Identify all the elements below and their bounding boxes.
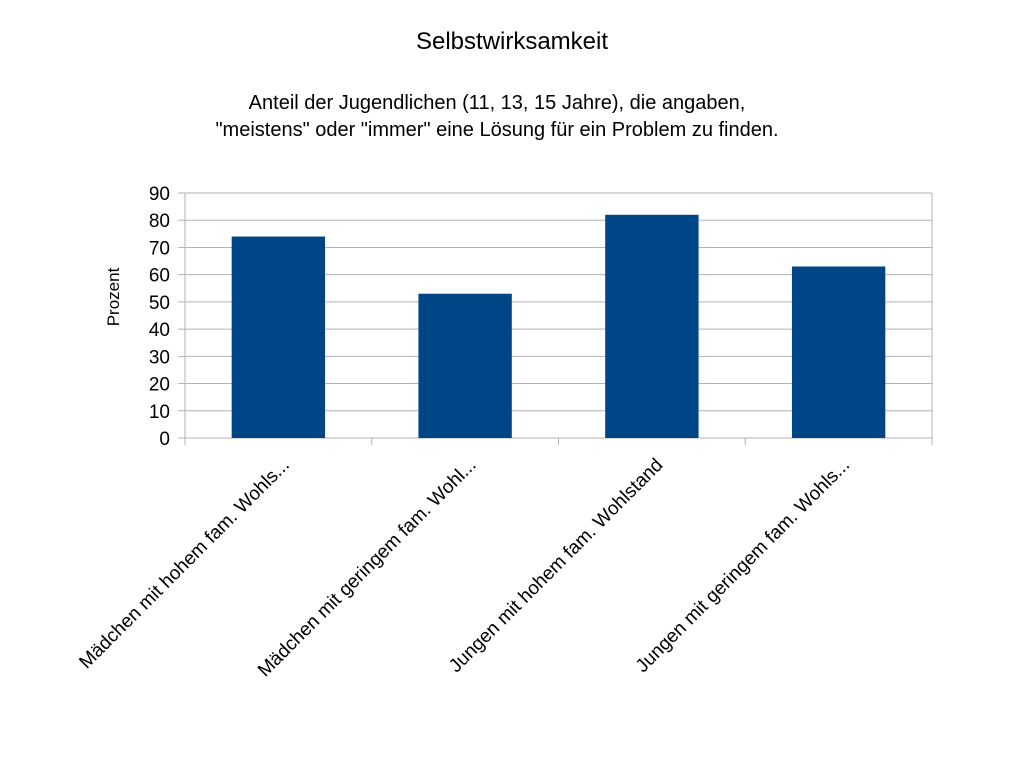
x-tick-label: Jungen mit hohem fam. Wohlstand <box>445 455 667 677</box>
bar <box>418 293 512 438</box>
y-tick-label: 30 <box>149 347 170 368</box>
y-tick-label: 70 <box>149 238 170 259</box>
y-axis-ticks: 0 10 20 30 40 50 60 70 80 90 <box>149 184 170 450</box>
bar <box>605 214 699 438</box>
y-tick-label: 50 <box>149 293 170 314</box>
bar <box>231 236 326 438</box>
chart-subtitle-line-2: "meistens" oder "immer" eine Lösung für … <box>215 119 778 141</box>
x-tick-label: Mädchen mit geringem fam. Wohl... <box>254 455 481 682</box>
y-tick-label: 80 <box>149 211 170 232</box>
bars <box>231 214 886 438</box>
x-tick-label: Mädchen mit hohem fam. Wohls... <box>75 455 293 673</box>
y-axis-label: Prozent <box>104 267 123 326</box>
x-axis-labels: Mädchen mit hohem fam. Wohls...Mädchen m… <box>75 455 854 682</box>
x-tick-label: Jungen mit geringem fam. Wohls... <box>632 455 854 677</box>
bar <box>791 266 886 438</box>
y-tick-label: 40 <box>149 320 170 341</box>
y-tick-label: 60 <box>149 266 170 287</box>
y-tick-label: 20 <box>149 375 170 396</box>
y-tick-label: 10 <box>149 402 170 423</box>
y-tick-label: 0 <box>159 429 170 450</box>
chart-subtitle-line-1: Anteil der Jugendlichen (11, 13, 15 Jahr… <box>249 92 746 114</box>
chart-title: Selbstwirksamkeit <box>416 28 608 55</box>
y-tick-label: 90 <box>149 184 170 205</box>
